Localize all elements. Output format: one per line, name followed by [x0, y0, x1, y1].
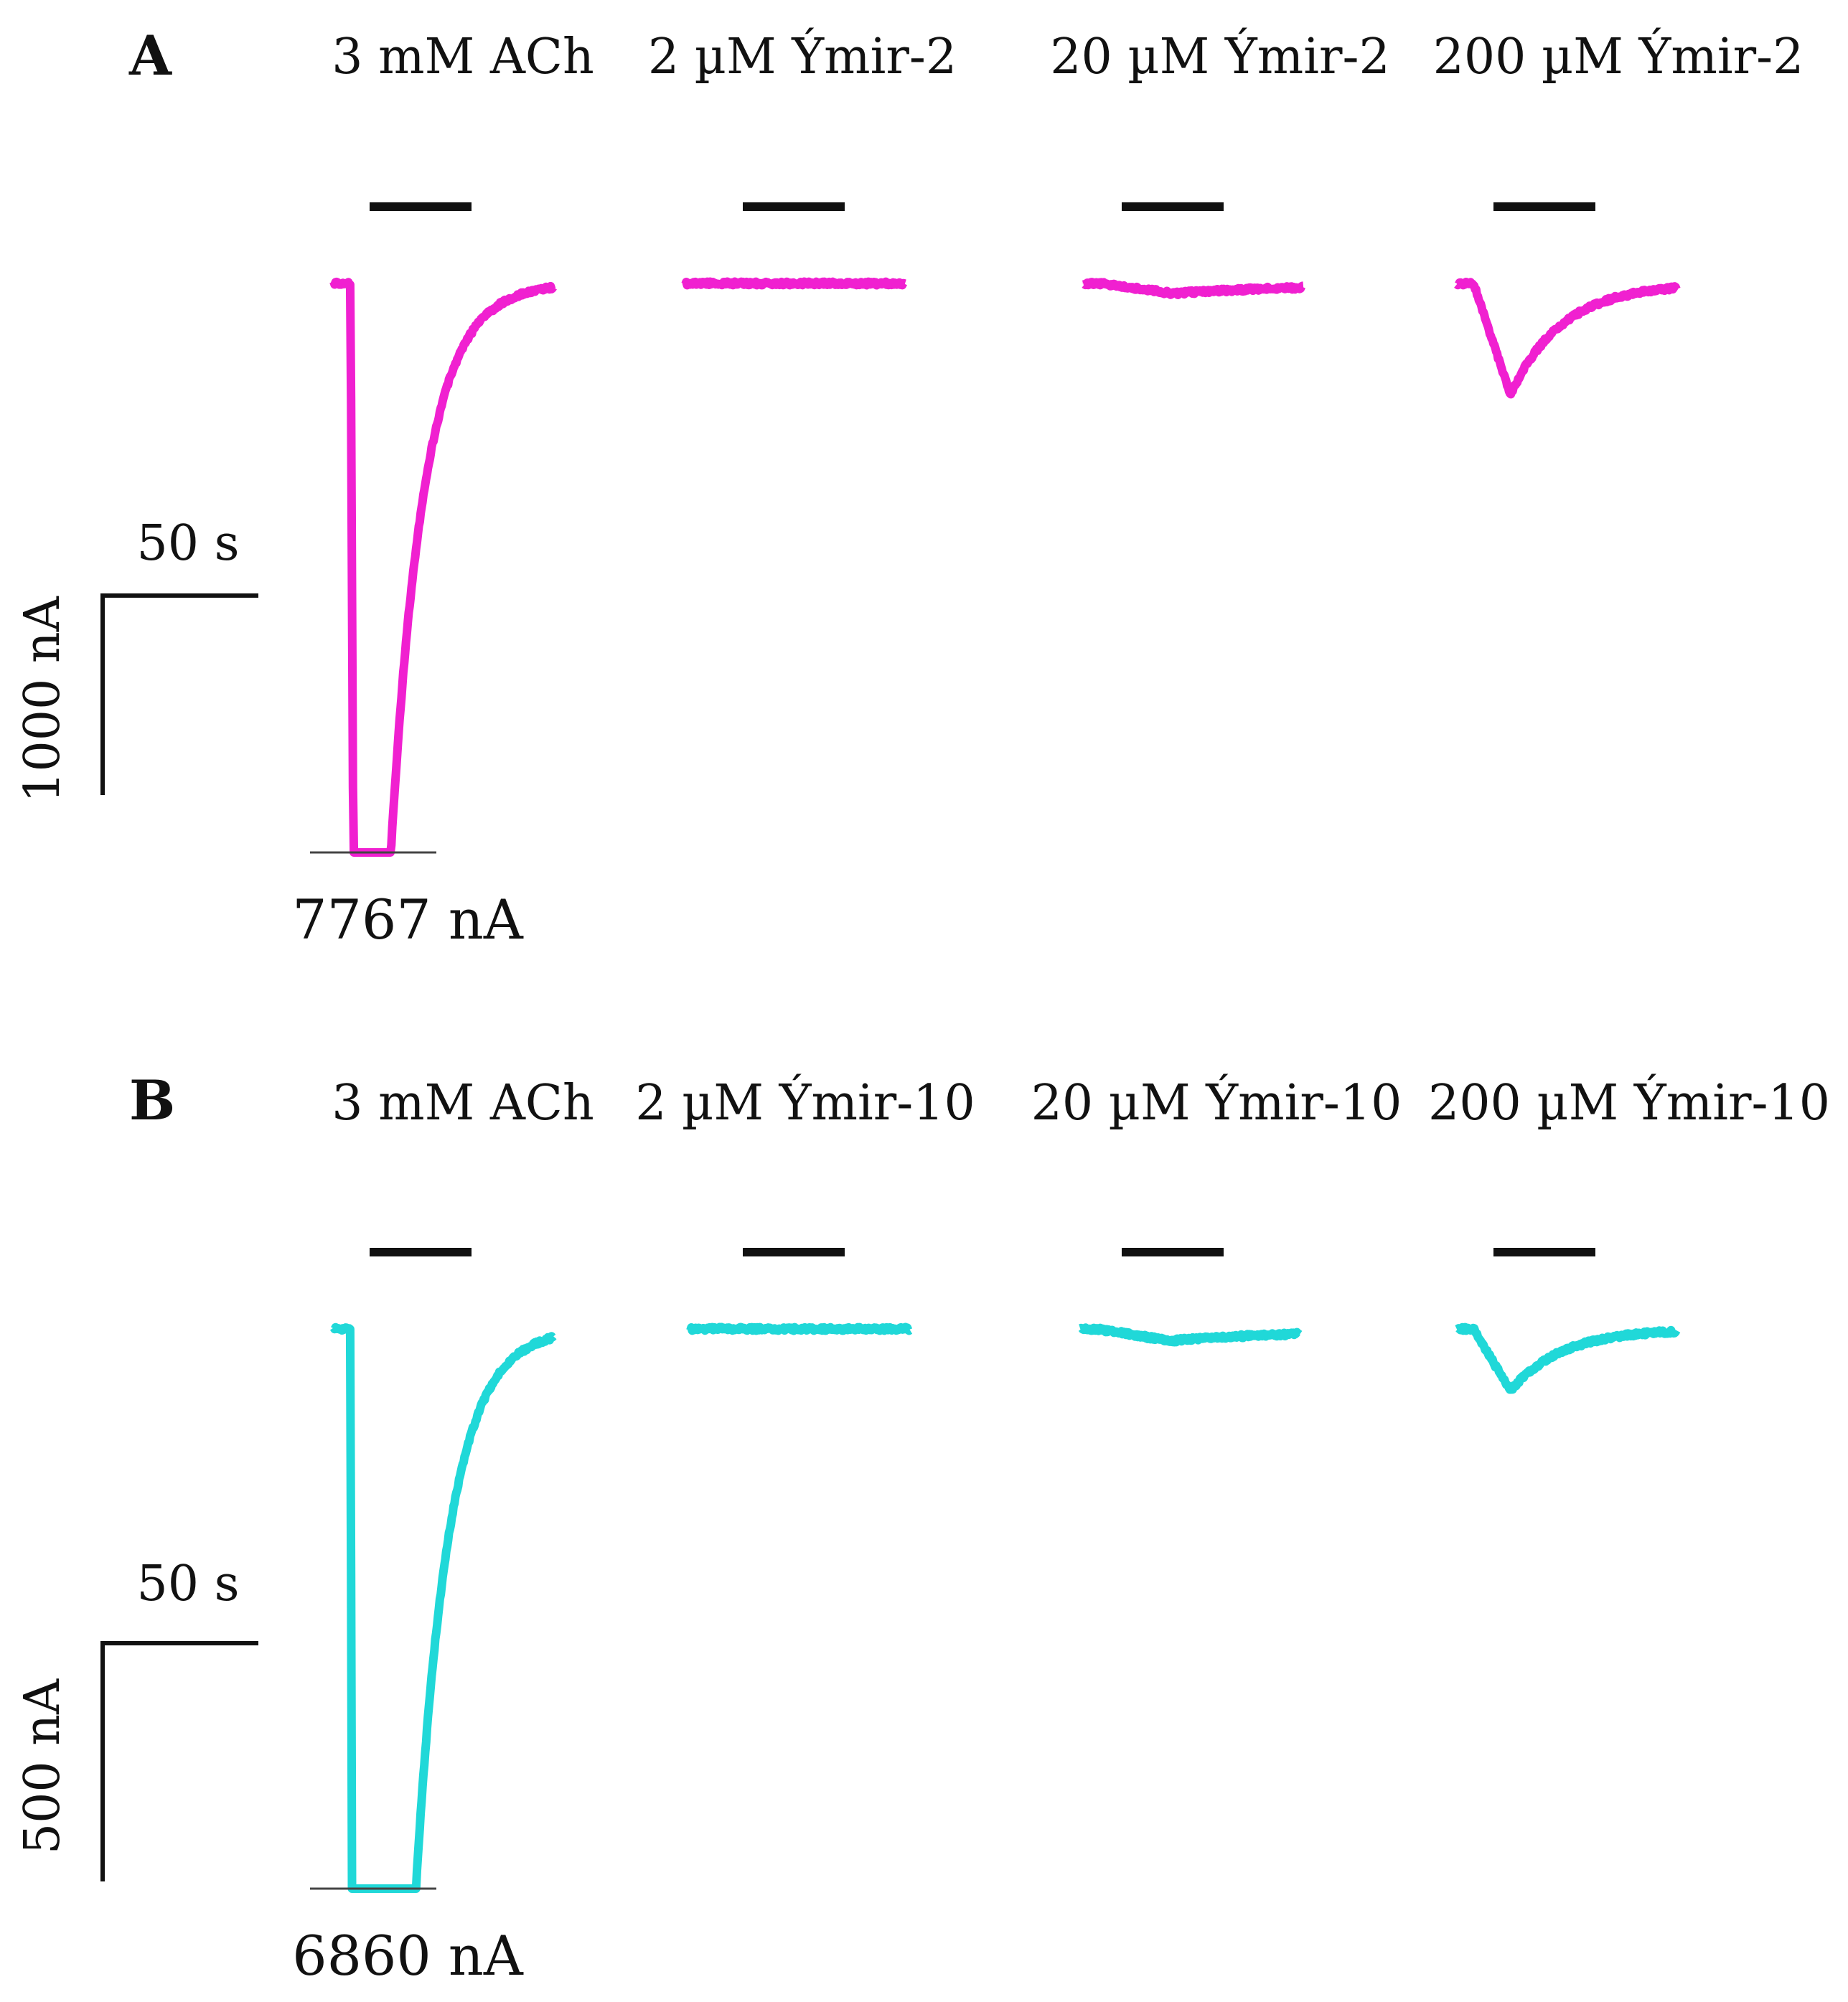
panel-b-trace-4 [1453, 1322, 1681, 1394]
panel-b-peak-annotation: 6860 nA [292, 1924, 524, 1988]
panel-a-trace-3 [1080, 278, 1307, 299]
panel-a-scale-bar [100, 593, 258, 795]
panel-b-trace-3 [1077, 1323, 1303, 1347]
panel-a-scale-time-label: 50 s [136, 515, 239, 572]
panel-a-condition-label-4: 200 µM Ýmir-2 [1433, 28, 1804, 85]
panel-b-scale-time-label: 50 s [136, 1556, 239, 1612]
panel-b-label: B [129, 1068, 175, 1132]
panel-a-trace-1 [329, 277, 557, 857]
panel-b-condition-label-3: 20 µM Ýmir-10 [1031, 1074, 1402, 1132]
panel-a-condition-label-1: 3 mM ACh [332, 29, 594, 85]
panel-a-trace-2 [681, 277, 909, 290]
panel-a: A 3 mM ACh 2 µM Ýmir-2 20 µM Ýmir-2 200 … [14, 24, 1804, 951]
panel-a-condition-label-2: 2 µM Ýmir-2 [648, 28, 957, 85]
panel-b-trace-1 [329, 1322, 557, 1893]
panel-a-trace-4 [1453, 278, 1681, 399]
panel-b-condition-label-1: 3 mM ACh [332, 1075, 594, 1132]
panel-b: B 3 mM ACh 2 µM Ýmir-10 20 µM Ýmir-10 20… [14, 1068, 1830, 1988]
panel-b-scale-current-label: 500 nA [14, 1678, 71, 1854]
panel-b-condition-label-2: 2 µM Ýmir-10 [635, 1074, 975, 1132]
panel-a-peak-annotation: 7767 nA [292, 888, 524, 951]
panel-a-label: A [128, 24, 172, 88]
panel-b-scale-bar [100, 1641, 258, 1881]
panel-a-condition-label-3: 20 µM Ýmir-2 [1050, 28, 1389, 85]
panel-a-scale-current-label: 1000 nA [14, 596, 71, 802]
panel-b-condition-label-4: 200 µM Ýmir-10 [1428, 1074, 1830, 1132]
panel-b-trace-2 [686, 1322, 914, 1335]
